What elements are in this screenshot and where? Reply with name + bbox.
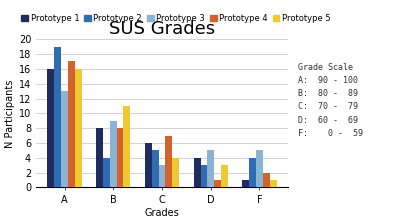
Bar (242, 180, 249, 187)
Bar (166, 136, 172, 187)
Text: Grade Scale
A:  90 - 100
B:  80 -  89
C:  70 -  79
D:  60 -  69
F:    0 -  59: Grade Scale A: 90 - 100 B: 80 - 89 C: 70… (298, 63, 363, 138)
Bar (256, 150, 263, 187)
Bar (172, 158, 179, 187)
Bar (145, 143, 152, 187)
Y-axis label: N Participants: N Participants (4, 79, 14, 148)
X-axis label: Grades: Grades (145, 208, 179, 218)
Bar (124, 106, 130, 187)
Bar (270, 180, 276, 187)
Bar (54, 47, 61, 187)
Bar (96, 128, 103, 187)
Legend: Prototype 1, Prototype 2, Prototype 3, Prototype 4, Prototype 5: Prototype 1, Prototype 2, Prototype 3, P… (18, 11, 334, 26)
Bar (194, 158, 200, 187)
Bar (75, 69, 82, 187)
Bar (103, 158, 110, 187)
Bar (249, 158, 256, 187)
Bar (48, 69, 54, 187)
Bar (207, 150, 214, 187)
Title: SUS Grades: SUS Grades (109, 20, 215, 38)
Bar (61, 91, 68, 187)
Bar (200, 165, 207, 187)
Bar (117, 128, 124, 187)
Bar (158, 165, 166, 187)
Bar (152, 150, 158, 187)
Bar (110, 121, 117, 187)
Bar (263, 173, 270, 187)
Bar (68, 61, 75, 187)
Bar (214, 180, 221, 187)
Bar (221, 165, 228, 187)
